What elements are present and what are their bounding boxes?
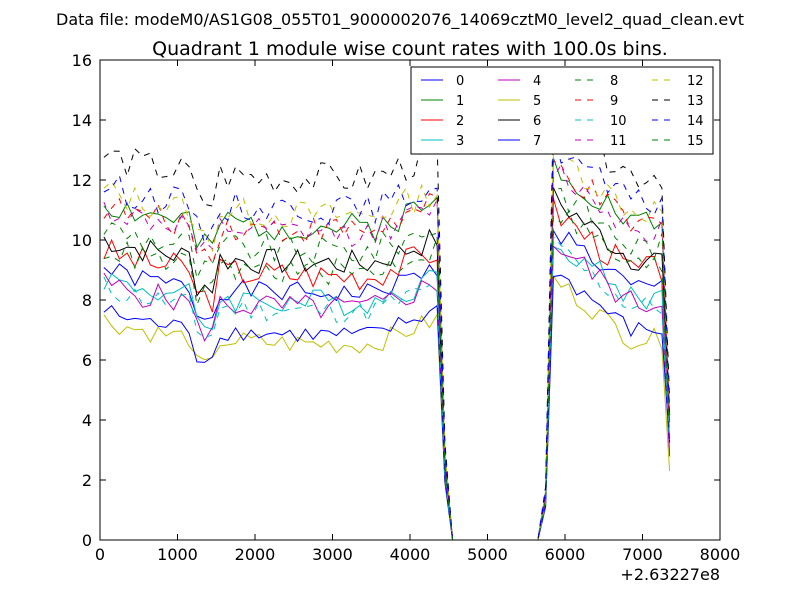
x-tick-label: 3000	[312, 545, 353, 564]
x-tick-label: 4000	[390, 545, 431, 564]
y-tick-label: 16	[72, 51, 92, 70]
series-line-7	[103, 274, 671, 540]
series-line-15	[103, 209, 671, 540]
legend-label: 12	[687, 74, 704, 89]
legend-label: 4	[533, 74, 541, 89]
series-line-11	[103, 163, 671, 540]
x-tick-label: 5000	[467, 545, 508, 564]
y-tick-label: 0	[82, 531, 92, 550]
legend-entry-0: 0	[421, 74, 464, 89]
series-line-3	[103, 246, 671, 540]
series-line-10	[103, 235, 671, 540]
legend-label: 3	[456, 134, 464, 149]
ticks-group: 0 1000 2000 3000 4000 5000 6000 7000 80000246810…	[72, 51, 741, 564]
legend-label: 15	[687, 134, 704, 149]
legend-entry-14: 14	[652, 114, 704, 129]
series-line-5	[103, 274, 671, 540]
legend-entry-1: 1	[421, 94, 464, 109]
legend-frame	[410, 66, 714, 155]
y-tick-label: 2	[82, 471, 92, 490]
legend-entry-15: 15	[652, 134, 704, 149]
legend-label: 9	[610, 94, 618, 109]
legend-label: 1	[456, 94, 464, 109]
y-tick-label: 12	[72, 171, 92, 190]
legend-entry-9: 9	[575, 94, 618, 109]
series-line-14	[103, 132, 671, 540]
series-line-8	[103, 187, 671, 540]
y-tick-label: 6	[82, 351, 92, 370]
legend-entry-5: 5	[498, 94, 541, 109]
legend-entry-13: 13	[652, 94, 704, 109]
legend-label: 5	[533, 94, 541, 109]
series-line-2	[103, 198, 671, 540]
series-line-4	[103, 245, 671, 540]
x-tick-label: 8000	[700, 545, 741, 564]
legend-entry-7: 7	[498, 134, 541, 149]
legend-entry-2: 2	[421, 114, 464, 129]
chart-title: Quadrant 1 module wise count rates with …	[152, 38, 668, 60]
legend-label: 13	[687, 94, 704, 109]
legend-entry-3: 3	[421, 134, 464, 149]
x-tick-label: 2000	[235, 545, 276, 564]
legend-entry-4: 4	[498, 74, 541, 89]
series-line-6	[103, 187, 671, 540]
legend-label: 0	[456, 74, 464, 89]
y-tick-label: 14	[72, 111, 92, 130]
y-tick-label: 10	[72, 231, 92, 250]
x-tick-label: 1000	[157, 545, 198, 564]
series-line-12	[103, 142, 671, 540]
legend-entry-11: 11	[575, 134, 627, 149]
legend-entry-8: 8	[575, 74, 618, 89]
legend-entry-10: 10	[575, 114, 627, 129]
legend-label: 2	[456, 114, 464, 129]
series-line-0	[103, 228, 671, 540]
x-tick-label: 0	[95, 545, 105, 564]
x-tick-label: 7000	[622, 545, 663, 564]
legend-entry-12: 12	[652, 74, 704, 89]
figure-suptitle: Data file: modeM0/AS1G08_055T01_90000020…	[56, 10, 744, 30]
legend-label: 14	[687, 114, 704, 129]
legend-label: 11	[610, 134, 627, 149]
legend-label: 6	[533, 114, 541, 129]
legend-entry-6: 6	[498, 114, 541, 129]
legend-label: 10	[610, 114, 627, 129]
plot-area: 0 1000 2000 3000 4000 5000 6000 7000 80000246810…	[72, 51, 741, 564]
x-tick-label: 6000	[545, 545, 586, 564]
x-offset-label: +2.63227e8	[620, 565, 720, 584]
y-tick-label: 4	[82, 411, 92, 430]
y-tick-label: 8	[82, 291, 92, 310]
legend-label: 8	[610, 74, 618, 89]
legend-label: 7	[533, 134, 541, 149]
